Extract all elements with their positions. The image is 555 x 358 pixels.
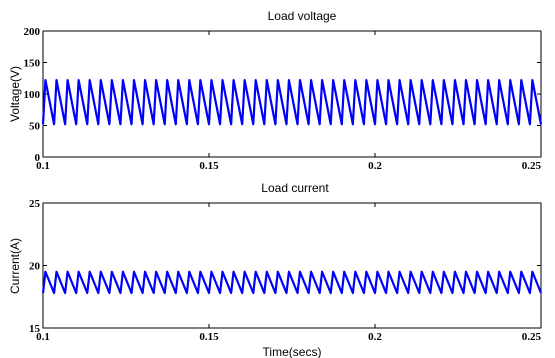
voltage-x-ticks: 0.1 0.15 0.2 0.25 <box>36 31 542 172</box>
x-tick-label: 0.15 <box>199 331 219 343</box>
y-tick-label: 15 <box>29 323 41 335</box>
voltage-y-ticks: 0 50 100 150 200 <box>24 26 541 164</box>
x-tick-label: 0.2 <box>368 331 382 343</box>
y-tick-label: 200 <box>24 26 41 38</box>
voltage-series-line <box>41 79 543 126</box>
voltage-plot-title: Load voltage <box>268 9 337 23</box>
current-plot-frame <box>42 202 542 329</box>
current-y-ticks: 15 20 25 <box>29 198 541 335</box>
x-tick-label: 0.25 <box>522 331 542 343</box>
x-tick-label: 0.2 <box>368 160 382 172</box>
current-plot: Load current Current(A) Time(secs) 0.1 0.… <box>8 181 543 358</box>
current-series-line <box>41 270 543 295</box>
y-tick-label: 100 <box>24 89 41 101</box>
y-tick-label: 0 <box>35 152 41 164</box>
current-x-ticks: 0.1 0.15 0.2 0.25 <box>36 203 542 343</box>
voltage-y-axis-label: Voltage(V) <box>8 66 22 122</box>
y-tick-label: 20 <box>29 261 41 273</box>
x-axis-label: Time(secs) <box>263 345 322 358</box>
y-tick-label: 25 <box>29 198 41 210</box>
x-tick-label: 0.1 <box>36 331 50 343</box>
current-y-axis-label: Current(A) <box>8 238 22 294</box>
x-tick-label: 0.1 <box>36 160 50 172</box>
x-tick-label: 0.15 <box>199 160 219 172</box>
current-plot-title: Load current <box>261 181 329 195</box>
y-tick-label: 50 <box>29 121 41 133</box>
voltage-plot: Load voltage Voltage(V) 0.1 0.15 0.2 0.25 0… <box>8 9 543 172</box>
x-tick-label: 0.25 <box>522 160 542 172</box>
y-tick-label: 150 <box>24 58 41 70</box>
